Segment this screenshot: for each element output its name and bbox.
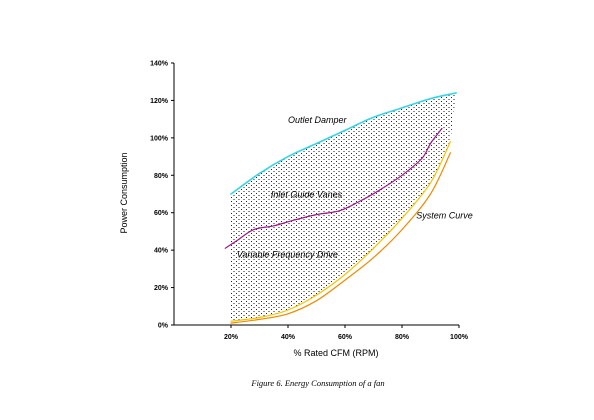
series-layer	[224, 92, 457, 324]
series-label-outlet-damper: Outlet Damper	[288, 115, 348, 125]
series-label-variable-frequency-drive: Variable Frequency Drive	[237, 250, 338, 260]
y-tick-label: 120%	[150, 98, 169, 105]
series-line-system-curve	[230, 152, 451, 324]
y-tick-label: 20%	[154, 285, 169, 292]
y-tick-label: 0%	[158, 323, 169, 330]
x-tick-label: 20%	[224, 334, 239, 341]
series-line-variable-frequency-drive	[230, 141, 451, 322]
y-tick-label: 60%	[154, 210, 169, 217]
y-tick-label: 100%	[150, 135, 169, 142]
x-tick-label: 40%	[281, 334, 296, 341]
x-axis-title: % Rated CFM (RPM)	[293, 348, 378, 358]
series-label-system-curve: System Curve	[416, 210, 473, 220]
x-tick-label: 60%	[338, 334, 353, 341]
x-tick-label: 80%	[395, 334, 410, 341]
figure-caption: Figure 6. Energy Consumption of a fan	[250, 378, 384, 388]
x-tick-label: 100%	[450, 334, 469, 341]
series-label-inlet-guide-vanes: Inlet Guide Vanes	[271, 190, 343, 200]
y-axis-ticks: 0% 20% 40% 60% 80% 100% 120% 140%	[150, 61, 174, 330]
x-axis-ticks: 20% 40% 60% 80% 100%	[224, 325, 469, 341]
y-tick-label: 80%	[154, 173, 169, 180]
y-tick-label: 140%	[150, 61, 169, 68]
annotation-layer: Outlet Damper Inlet Guide Vanes Variable F…	[237, 115, 473, 260]
series-line-inlet-guide-vanes	[224, 127, 443, 249]
y-tick-label: 40%	[154, 248, 169, 255]
y-axis-title: Power Consumption	[119, 152, 129, 233]
shaded-energy-savings-region	[231, 92, 457, 322]
series-line-outlet-damper	[230, 92, 457, 195]
